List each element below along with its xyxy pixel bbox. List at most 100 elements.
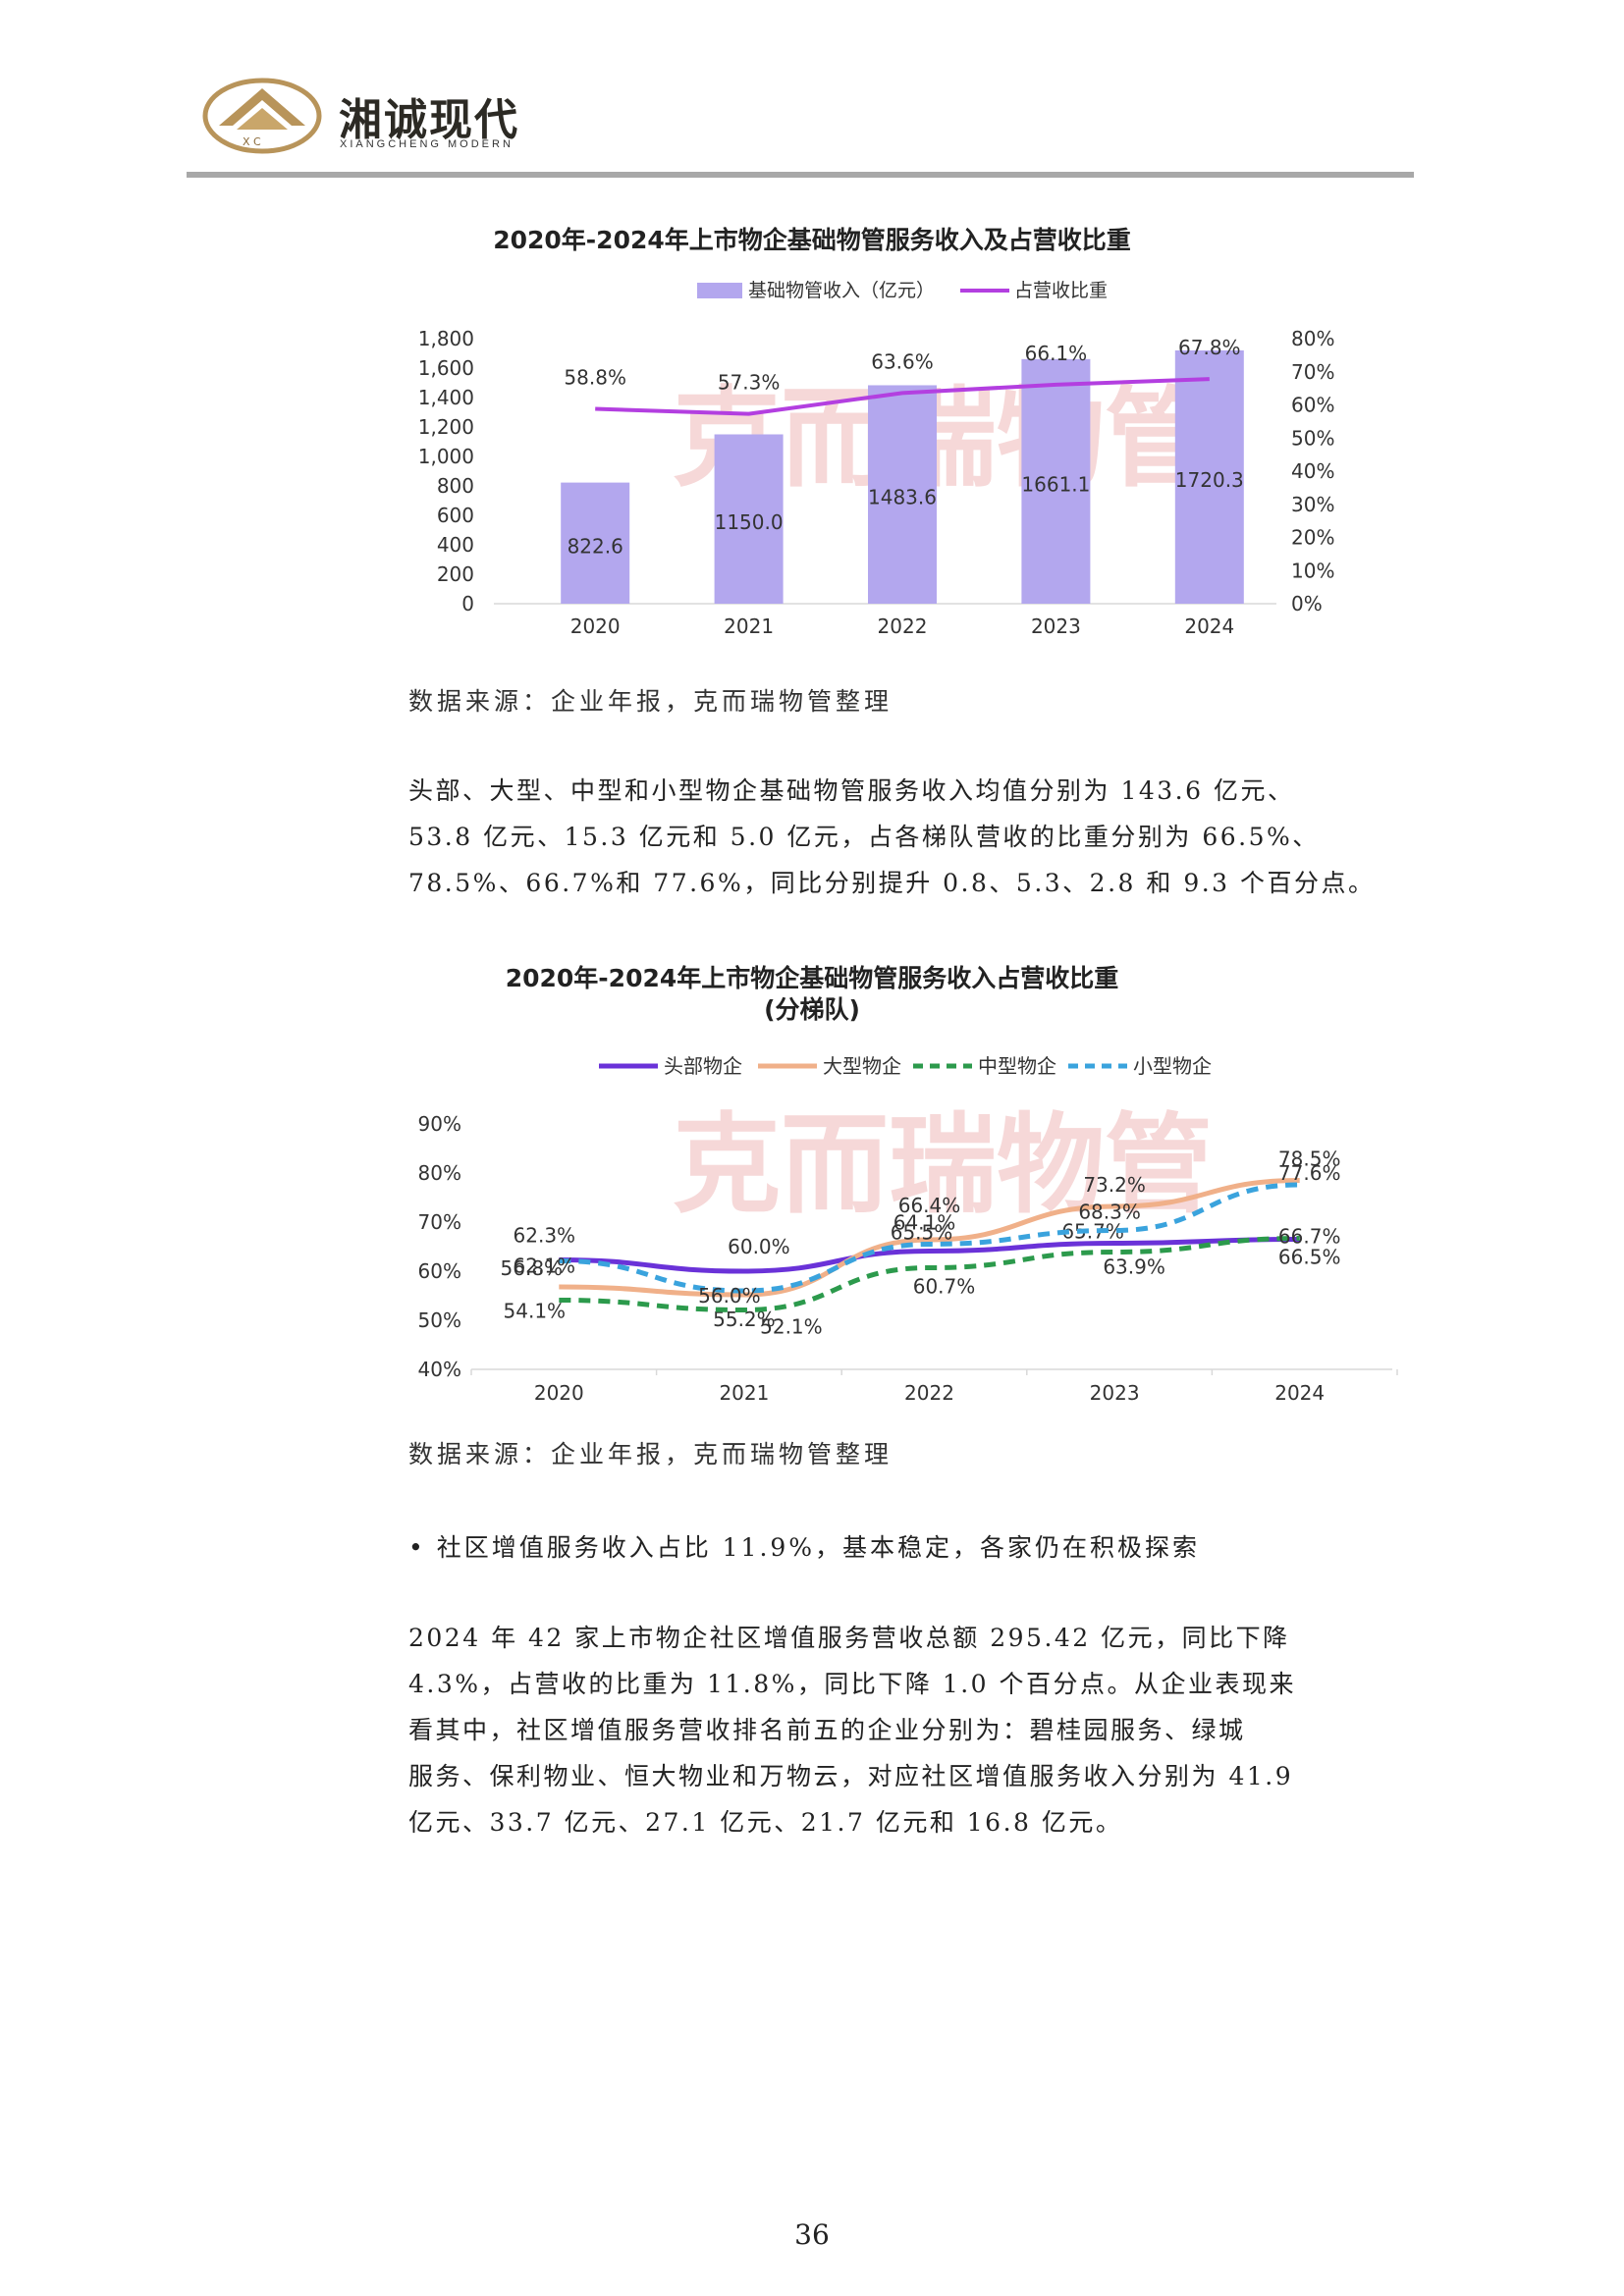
line-value-label: 78.5% — [1278, 1148, 1341, 1171]
bar-2021 — [714, 434, 784, 604]
x-axis-tick-label: 2021 — [719, 1381, 769, 1405]
line-value-label: 62.1% — [514, 1255, 576, 1278]
chart2-title-line2: (分梯队) — [764, 995, 860, 1024]
bar-value-label: 1661.1 — [1021, 472, 1090, 496]
paragraph-1-line: 53.8 亿元、15.3 亿元和 5.0 亿元，占各梯队营收的比重分别为 66.… — [408, 823, 1320, 851]
y2-axis-tick-label: 70% — [1291, 360, 1334, 384]
legend-label: 大型物企 — [823, 1054, 901, 1078]
bar-2023 — [1021, 358, 1091, 604]
paragraph-2-line: 看其中，社区增值服务营收排名前五的企业分别为：碧桂园服务、绿城 — [408, 1716, 1246, 1744]
y-axis-tick-label: 80% — [418, 1161, 461, 1185]
line-value-label: 54.1% — [504, 1300, 567, 1323]
x-axis-tick-label: 2021 — [724, 614, 774, 638]
paragraph-1: 头部、大型、中型和小型物企基础物管服务收入均值分别为 143.6 亿元、 53.… — [408, 768, 1390, 906]
paragraph-2-line: 服务、保利物业、恒大物业和万物云，对应社区增值服务收入分别为 41.9 — [408, 1762, 1294, 1790]
page-number: 36 — [794, 2218, 830, 2251]
line-value-label: 67.8% — [1178, 336, 1241, 359]
line-value-label: 56.0% — [698, 1284, 761, 1308]
y-axis-tick-label: 1,000 — [418, 445, 474, 468]
x-axis-tick-label: 2023 — [1090, 1381, 1140, 1405]
chart1-source: 数据来源：企业年报，克而瑞物管整理 — [408, 687, 893, 716]
line-value-label: 73.2% — [1083, 1173, 1146, 1197]
y2-axis-tick-label: 30% — [1291, 493, 1334, 516]
y-axis-tick-label: 200 — [437, 562, 474, 586]
x-axis-tick-label: 2022 — [904, 1381, 954, 1405]
logo-mark-letters: X C — [243, 135, 261, 148]
line-series-0 — [559, 1237, 1300, 1274]
x-axis-tick-label: 2023 — [1031, 614, 1081, 638]
paragraph-2: 2024 年 42 家上市物企社区增值服务营收总额 295.42 亿元，同比下降… — [408, 1615, 1390, 1845]
paragraph-2-line: 亿元、33.7 亿元、27.1 亿元、21.7 亿元和 16.8 亿元。 — [408, 1808, 1123, 1837]
y2-axis-tick-label: 0% — [1291, 592, 1323, 615]
line-value-label: 62.3% — [514, 1224, 576, 1248]
y2-axis-tick-label: 10% — [1291, 559, 1334, 582]
legend-swatch-bar — [697, 283, 742, 298]
y-axis-tick-label: 1,800 — [418, 327, 474, 350]
chart2-line-chart: 克而瑞物管 头部物企 大型物企 中型物企 小型物企 40%50%60%70%80%90… — [418, 1054, 1398, 1405]
chart2-title-line1: 2020年-2024年上市物企基础物管服务收入占营收比重 — [505, 964, 1119, 992]
line-value-label: 66.5% — [1278, 1246, 1341, 1269]
line-value-label: 57.3% — [718, 371, 781, 395]
chart2-source: 数据来源：企业年报，克而瑞物管整理 — [408, 1440, 893, 1468]
legend-label: 头部物企 — [664, 1054, 742, 1078]
y-axis-tick-label: 40% — [418, 1358, 461, 1381]
paragraph-2-line: 4.3%，占营收的比重为 11.8%，同比下降 1.0 个百分点。从企业表现来 — [408, 1670, 1297, 1698]
chart1-title: 2020年-2024年上市物企基础物管服务收入及占营收比重 — [493, 226, 1131, 254]
y2-axis-tick-label: 20% — [1291, 526, 1334, 550]
line-series-1 — [559, 1178, 1300, 1298]
line-value-label: 58.8% — [564, 366, 626, 390]
line-series-ratio — [595, 377, 1210, 416]
header-divider — [187, 172, 1414, 178]
y-axis-tick-label: 800 — [437, 474, 474, 498]
line-value-label: 63.6% — [871, 349, 934, 373]
x-axis-tick-label: 2020 — [570, 614, 621, 638]
paragraph-1-line: 头部、大型、中型和小型物企基础物管服务收入均值分别为 143.6 亿元、 — [408, 776, 1295, 805]
y-axis-tick-label: 60% — [418, 1259, 461, 1283]
line-value-label: 56.8% — [501, 1256, 564, 1280]
company-logo-mark: X C — [202, 78, 322, 154]
legend-label-line: 占营收比重 — [1014, 280, 1108, 301]
line-value-label: 65.7% — [1061, 1220, 1124, 1244]
line-value-label: 77.6% — [1278, 1161, 1341, 1185]
y-axis-tick-label: 0 — [461, 592, 474, 615]
y-axis-tick-label: 400 — [437, 533, 474, 557]
y-axis-tick-label: 1,400 — [418, 386, 474, 409]
bullet-heading: • 社区增值服务收入占比 11.9%，基本稳定，各家仍在积极探索 — [408, 1533, 1201, 1562]
x-axis-tick-label: 2024 — [1274, 1381, 1325, 1405]
line-series-2 — [559, 1236, 1300, 1313]
chart1-bar-line-chart: 克而瑞物管 基础物管收入（亿元） 占营收比重 02004006008001,00… — [418, 280, 1335, 638]
line-value-label: 66.4% — [898, 1194, 961, 1217]
y-axis-tick-label: 1,200 — [418, 415, 474, 439]
line-value-label: 64.1% — [893, 1211, 956, 1235]
y2-axis-tick-label: 40% — [1291, 459, 1334, 483]
y2-axis-tick-label: 60% — [1291, 394, 1334, 417]
paragraph-2-line: 2024 年 42 家上市物企社区增值服务营收总额 295.42 亿元，同比下降 — [408, 1624, 1290, 1652]
line-value-label: 68.3% — [1078, 1201, 1141, 1224]
company-logo-subtitle: XIANGCHENG MODERN — [340, 138, 514, 150]
paragraph-1-line: 78.5%、66.7%和 77.6%，同比分别提升 0.8、5.3、2.8 和 … — [408, 869, 1376, 897]
bar-value-label: 822.6 — [568, 534, 623, 558]
y-axis-tick-label: 1,600 — [418, 356, 474, 380]
company-logo-text: 湘诚现代 — [339, 95, 519, 145]
line-value-label: 60.0% — [728, 1235, 790, 1258]
line-value-label: 52.1% — [760, 1315, 823, 1339]
line-value-label: 66.7% — [1278, 1225, 1341, 1249]
bar-2022 — [868, 385, 937, 604]
line-value-label: 65.5% — [891, 1221, 953, 1245]
x-axis-tick-label: 2020 — [534, 1381, 584, 1405]
y-axis-tick-label: 50% — [418, 1308, 461, 1332]
line-value-label: 60.7% — [913, 1275, 976, 1299]
bar-2024 — [1174, 349, 1244, 604]
legend-label-bar: 基础物管收入（亿元） — [748, 280, 935, 301]
bar-value-label: 1483.6 — [868, 486, 937, 509]
bar-value-label: 1150.0 — [715, 510, 784, 534]
legend-label: 小型物企 — [1133, 1054, 1212, 1078]
line-series-3 — [559, 1182, 1300, 1294]
y-axis-tick-label: 70% — [418, 1210, 461, 1234]
bar-value-label: 1720.3 — [1175, 468, 1244, 492]
line-value-label: 66.1% — [1025, 342, 1088, 365]
x-axis-tick-label: 2022 — [878, 614, 928, 638]
y2-axis-tick-label: 50% — [1291, 426, 1334, 450]
bar-2020 — [561, 482, 630, 604]
line-value-label: 63.9% — [1103, 1255, 1165, 1279]
